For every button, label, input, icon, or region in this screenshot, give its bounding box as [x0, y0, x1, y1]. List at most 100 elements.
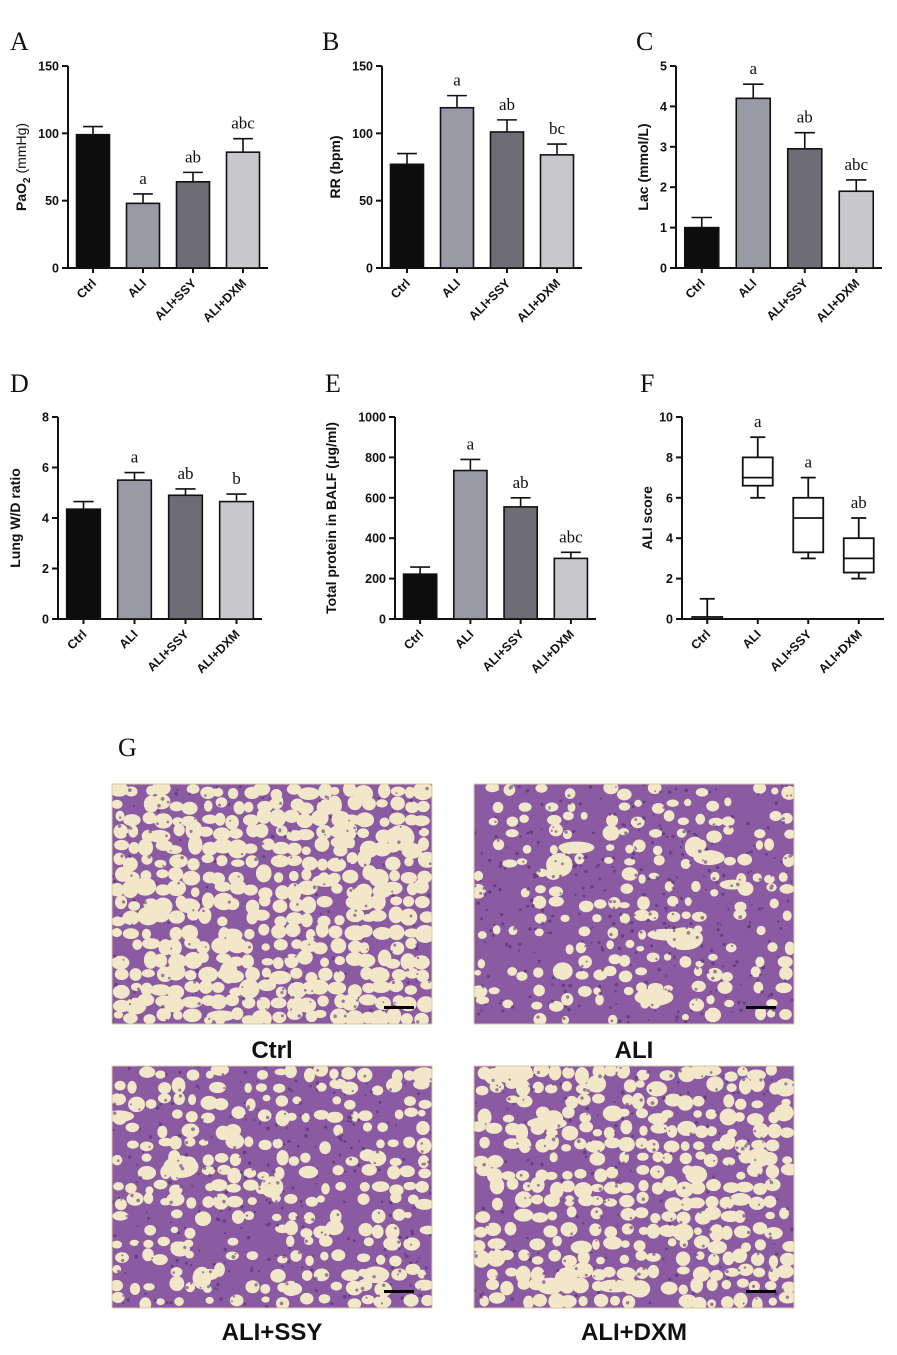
bar-ali: [439, 106, 475, 269]
y-axis-label: Lung W/D ratio: [7, 468, 23, 568]
bar-ali-dxm: [218, 500, 255, 620]
significance-label: bc: [549, 119, 566, 138]
chart-panel-f: F 0 2 4 6 8 10 ALI score Ctrl ALI a ALI+SSY a ALI+DXM…: [639, 369, 884, 676]
x-tick-label: ALI+DXM: [194, 627, 243, 676]
y-tick-label: 4: [666, 532, 673, 546]
alveolar-spaces: [474, 1066, 794, 1308]
y-tick-label: 150: [352, 60, 373, 74]
y-tick-label: 4: [42, 512, 49, 526]
bar-ali-ssy: [503, 506, 539, 620]
bar-ctrl: [402, 573, 438, 620]
alveolar-spaces: [112, 784, 432, 1024]
significance-label: ab: [185, 147, 201, 166]
image-border: [473, 783, 795, 1025]
nuclei: [474, 784, 794, 1024]
y-tick-label: 800: [365, 451, 386, 465]
y-tick-label: 0: [666, 613, 673, 627]
box-ali-dxm: [842, 537, 875, 574]
y-axis-label: ALI score: [639, 486, 655, 550]
bar-ali-dxm: [225, 151, 261, 269]
y-tick-label: 100: [38, 127, 59, 141]
x-tick-label: ALI+SSY: [767, 627, 814, 674]
scale-bar: [384, 1006, 414, 1009]
x-tick-label: ALI+SSY: [480, 627, 527, 674]
bar-ali: [452, 469, 488, 620]
histology-image-ali-dxm: ALI+DXM: [473, 1065, 795, 1346]
bar-ali: [125, 202, 161, 269]
significance-label: a: [131, 448, 139, 467]
y-axis-label: RR (bpm): [327, 136, 343, 199]
y-tick-label: 0: [52, 262, 59, 276]
y-tick-label: 200: [365, 572, 386, 586]
x-tick-label: ALI: [740, 627, 764, 651]
x-tick-label: ALI: [452, 627, 476, 651]
x-tick-label: ALI+DXM: [514, 276, 563, 325]
bar-ctrl: [75, 133, 111, 269]
histology-caption: ALI: [615, 1037, 654, 1064]
nuclei: [112, 1066, 432, 1308]
significance-label: ab: [851, 493, 867, 512]
significance-label: ab: [797, 108, 813, 127]
chart-panel-a: A 0 50 100 150 PaO2 (mmHg) Ctrl ALI a ALI+SSY ab AL…: [10, 27, 268, 325]
y-tick-label: 0: [379, 613, 386, 627]
significance-label: a: [754, 412, 762, 431]
x-tick-label: ALI+DXM: [813, 276, 862, 325]
chart-panel-b: B 0 50 100 150 RR (bpm) Ctrl ALI a ALI+SSY ab ALI+D…: [322, 27, 582, 325]
nuclei: [112, 785, 432, 1024]
y-tick-label: 2: [42, 562, 49, 576]
x-tick-label: ALI+SSY: [145, 627, 192, 674]
panel-letter: D: [10, 369, 29, 398]
x-tick-label: ALI: [116, 627, 140, 651]
bar-ali-ssy: [175, 181, 211, 269]
nuclei: [474, 1066, 794, 1308]
bar-ali-dxm: [838, 190, 875, 269]
histology-image-ali: ALI: [473, 783, 795, 1064]
y-tick-label: 400: [365, 532, 386, 546]
chart-panel-e: E 0 200 400 600 800 1000 Total protein in BALF …: [323, 369, 596, 676]
bar-ali-dxm: [553, 557, 589, 620]
y-tick-label: 100: [352, 127, 373, 141]
image-border: [111, 1065, 433, 1309]
bar-ali-ssy: [489, 131, 525, 269]
panel-letter: A: [10, 27, 29, 56]
y-axis-label: PaO2 (mmHg): [13, 123, 33, 211]
significance-label: abc: [231, 114, 255, 133]
x-tick-label: Ctrl: [683, 276, 708, 301]
significance-label: ab: [499, 95, 515, 114]
scale-bar: [746, 1006, 776, 1009]
histology-caption: ALI+SSY: [222, 1319, 323, 1346]
panel-letter: B: [322, 27, 339, 56]
x-tick-label: ALI+SSY: [466, 276, 513, 323]
x-tick-label: Ctrl: [388, 276, 413, 301]
y-axis-label: Total protein in BALF (μg/ml): [323, 422, 339, 614]
y-tick-label: 6: [666, 491, 673, 505]
image-border: [111, 783, 433, 1025]
y-tick-label: 5: [660, 60, 667, 74]
y-tick-label: 0: [42, 613, 49, 627]
y-tick-label: 3: [660, 140, 667, 154]
significance-label: a: [804, 453, 812, 472]
y-tick-label: 50: [359, 194, 373, 208]
panel-letter: F: [640, 369, 654, 398]
histology-image-ctrl: Ctrl: [111, 783, 433, 1064]
bar-ali-ssy: [786, 148, 823, 269]
y-tick-label: 1: [660, 221, 667, 235]
significance-label: a: [749, 59, 757, 78]
y-tick-label: 50: [45, 194, 59, 208]
bar-ali-dxm: [539, 154, 575, 269]
panel-letter: C: [636, 27, 653, 56]
bar-ctrl: [65, 508, 102, 620]
box-ali: [741, 456, 774, 487]
significance-label: abc: [559, 527, 583, 546]
y-axis-label: Lac (mmol/L): [635, 123, 651, 210]
y-tick-label: 0: [660, 262, 667, 276]
scale-bar: [384, 1290, 414, 1293]
histology-caption: Ctrl: [251, 1037, 292, 1064]
panel-letter-g: G: [118, 733, 137, 762]
bar-ctrl: [683, 226, 720, 269]
y-tick-label: 0: [366, 262, 373, 276]
y-tick-label: 6: [42, 461, 49, 475]
x-tick-label: ALI: [439, 276, 463, 300]
panel-letter: E: [325, 369, 341, 398]
